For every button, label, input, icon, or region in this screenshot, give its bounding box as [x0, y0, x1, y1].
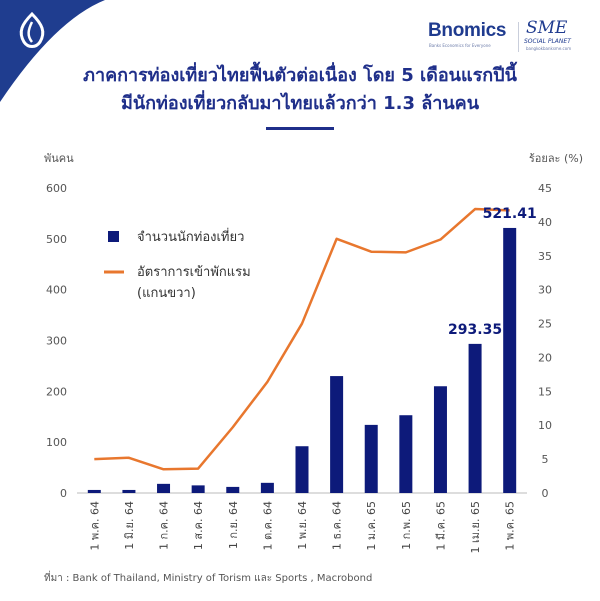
- bar: [433, 386, 447, 493]
- right-tick-label: 30: [538, 284, 552, 297]
- bar: [399, 415, 413, 493]
- bar: [260, 482, 274, 493]
- legend-swatch-visitors: [108, 231, 119, 242]
- right-tick-label: 20: [538, 351, 552, 364]
- brand-logos: Bnomics Banks Economics for Everyone SME…: [428, 18, 598, 56]
- bar: [295, 446, 309, 493]
- x-tick-label: 1 ม.ค. 65: [365, 501, 378, 551]
- chart-title-line2: มีนักท่องเที่ยวกลับมาไทยแล้วกว่า 1.3 ล้า…: [120, 93, 480, 114]
- left-tick-label: 400: [46, 284, 67, 297]
- legend-label-visitors: จำนวนนักท่องเที่ยว: [137, 228, 244, 245]
- x-tick-label: 1 ก.ย. 64: [227, 501, 240, 549]
- bar: [122, 489, 136, 493]
- x-tick-label: 1 มี.ค. 65: [434, 501, 447, 551]
- right-tick-label: 10: [538, 419, 552, 432]
- x-tick-label: 1 พ.ค. 64: [88, 501, 101, 551]
- bar-data-label: 521.41: [483, 206, 537, 222]
- bar: [226, 486, 240, 493]
- x-tick-label: 1 ส.ค. 64: [192, 501, 205, 550]
- x-tick-label: 1 ธ.ค. 64: [331, 501, 344, 550]
- bnomics-tagline: Banks Economics for Everyone: [429, 43, 491, 48]
- left-tick-label: 500: [46, 233, 67, 246]
- left-tick-label: 300: [46, 335, 67, 348]
- chart-title-line1: ภาคการท่องเที่ยวไทยฟื้นตัวต่อเนื่อง โดย …: [83, 65, 517, 86]
- bar: [503, 227, 517, 493]
- right-tick-label: 35: [538, 250, 552, 263]
- bar: [191, 485, 205, 493]
- bar: [157, 483, 171, 493]
- title-underline: [266, 127, 334, 130]
- right-tick-label: 25: [538, 318, 552, 331]
- left-tick-label: 100: [46, 436, 67, 449]
- right-tick-label: 45: [538, 182, 552, 195]
- x-tick-label: 1 เม.ย. 65: [469, 501, 482, 553]
- x-tick-label: 1 มิ.ย. 64: [123, 501, 136, 550]
- corner-decoration: [0, 0, 105, 102]
- occupancy-line: [94, 207, 510, 471]
- source-note: ที่มา : Bank of Thailand, Ministry of To…: [44, 573, 373, 584]
- legend-label-occupancy-line2: (แกนขวา): [137, 286, 196, 301]
- left-tick-label: 600: [46, 182, 67, 195]
- legend-label-occupancy-line1: อัตราการเข้าพักแรม: [137, 265, 251, 280]
- brand-divider: [518, 22, 519, 52]
- right-axis-unit-label: ร้อยละ (%): [529, 152, 583, 165]
- x-tick-label: 1 พ.ค. 65: [504, 501, 517, 551]
- sme-logo: SME: [526, 18, 568, 38]
- bar: [87, 489, 101, 493]
- x-tick-label: 1 ก.พ. 65: [400, 501, 413, 550]
- left-tick-label: 0: [60, 487, 67, 500]
- leaf-logo-icon: [19, 11, 45, 48]
- left-axis-unit-label: พันคน: [44, 152, 74, 165]
- right-tick-label: 5: [542, 453, 549, 466]
- bar: [468, 343, 482, 493]
- x-tick-label: 1 ก.ค. 64: [158, 501, 171, 550]
- x-tick-label: 1 ต.ค. 64: [261, 501, 274, 550]
- bnomics-logo: Bnomics: [428, 20, 507, 41]
- sme-url: bangkokbanksme.com: [526, 46, 572, 51]
- bar-data-label: 293.35: [448, 322, 502, 338]
- right-tick-label: 40: [538, 216, 552, 229]
- x-tick-label: 1 พ.ย. 64: [296, 501, 309, 550]
- right-tick-label: 15: [538, 385, 552, 398]
- bar: [330, 376, 344, 493]
- bar: [364, 424, 378, 493]
- sme-tagline: SOCIAL PLANET: [524, 38, 571, 45]
- left-tick-label: 200: [46, 385, 67, 398]
- right-tick-label: 0: [542, 487, 549, 500]
